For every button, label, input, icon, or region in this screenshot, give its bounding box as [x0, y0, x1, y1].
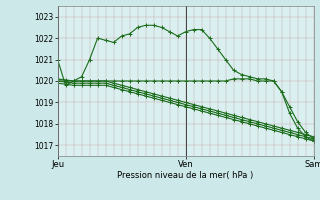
- X-axis label: Pression niveau de la mer( hPa ): Pression niveau de la mer( hPa ): [117, 171, 254, 180]
